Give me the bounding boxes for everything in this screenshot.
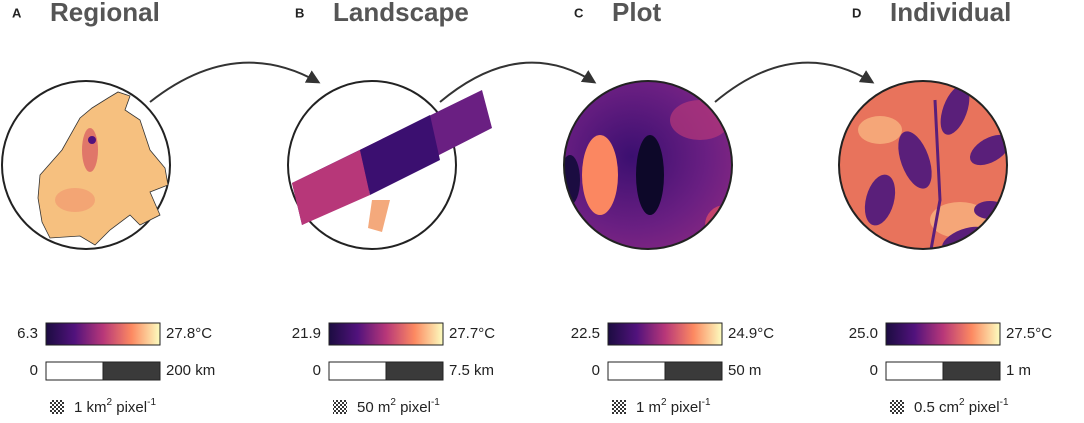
resolution-value: 1 m: [636, 399, 661, 416]
arrow: [714, 61, 875, 103]
scalebar-end: 50 m: [728, 362, 761, 379]
scalebar-light: [45, 361, 104, 381]
resolution-sup: 2: [390, 397, 396, 408]
scalebar-dark: [102, 361, 161, 381]
colorbar-min: 21.9: [292, 325, 321, 342]
individual-frame: [838, 80, 1008, 250]
resolution: 1 m2 pixel-1: [636, 397, 711, 416]
colorbar: [885, 322, 1001, 346]
resolution-sup: 2: [107, 397, 113, 408]
individual-image: [839, 81, 1007, 249]
scalebar-light: [885, 361, 944, 381]
panel-letter: A: [12, 5, 22, 20]
panel-letter: D: [852, 5, 861, 20]
pixel-icon: [890, 400, 904, 414]
panel-title: Landscape: [333, 0, 469, 27]
scalebar-light: [607, 361, 666, 381]
resolution-unit: pixel: [396, 399, 431, 416]
resolution-value: 1 km: [74, 399, 107, 416]
scalebar-dark: [664, 361, 723, 381]
scalebar-end: 1 m: [1006, 362, 1031, 379]
resolution: 0.5 cm2 pixel-1: [914, 397, 1009, 416]
resolution-value: 0.5 cm: [914, 399, 959, 416]
colorbar-max: 27.8°C: [166, 325, 212, 342]
resolution-sup: 2: [959, 397, 965, 408]
colorbar: [607, 322, 723, 346]
scalebar-start: 0: [313, 362, 321, 379]
colorbar: [45, 322, 161, 346]
resolution-unit-sup: -1: [702, 397, 711, 408]
colorbar-max: 27.7°C: [449, 325, 495, 342]
pixel-icon: [50, 400, 64, 414]
scalebar-start: 0: [30, 362, 38, 379]
colorbar-min: 22.5: [571, 325, 600, 342]
colorbar-min: 6.3: [17, 325, 38, 342]
resolution: 1 km2 pixel-1: [74, 397, 156, 416]
pixel-icon: [612, 400, 626, 414]
scalebar-dark: [385, 361, 444, 381]
panel-title: Regional: [50, 0, 160, 27]
arrow: [439, 61, 597, 103]
resolution-unit-sup: -1: [147, 397, 156, 408]
panel-title: Plot: [612, 0, 661, 27]
resolution-unit: pixel: [965, 399, 1000, 416]
pixel-icon: [333, 400, 347, 414]
resolution-unit-sup: -1: [431, 397, 440, 408]
scalebar-light: [328, 361, 387, 381]
landscape-image: [287, 80, 492, 250]
resolution-value: 50 m: [357, 399, 390, 416]
colorbar-max: 24.9°C: [728, 325, 774, 342]
scalebar-dark: [942, 361, 1001, 381]
regional-image: [1, 80, 171, 250]
colorbar: [328, 322, 444, 346]
scalebar-end: 200 km: [166, 362, 215, 379]
colorbar-max: 27.5°C: [1006, 325, 1052, 342]
panel-letter: C: [574, 5, 584, 20]
resolution: 50 m2 pixel-1: [357, 397, 440, 416]
resolution-unit: pixel: [112, 399, 147, 416]
resolution-sup: 2: [661, 397, 667, 408]
scalebar-start: 0: [592, 362, 600, 379]
resolution-unit-sup: -1: [1000, 397, 1009, 408]
arrow: [149, 61, 321, 103]
plot-frame: [563, 80, 733, 250]
resolution-unit: pixel: [667, 399, 702, 416]
panel-title: Individual: [890, 0, 1011, 27]
scalebar-start: 0: [870, 362, 878, 379]
plot-image: [564, 81, 732, 249]
panel-letter: B: [295, 5, 304, 20]
scalebar-end: 7.5 km: [449, 362, 494, 379]
colorbar-min: 25.0: [849, 325, 878, 342]
